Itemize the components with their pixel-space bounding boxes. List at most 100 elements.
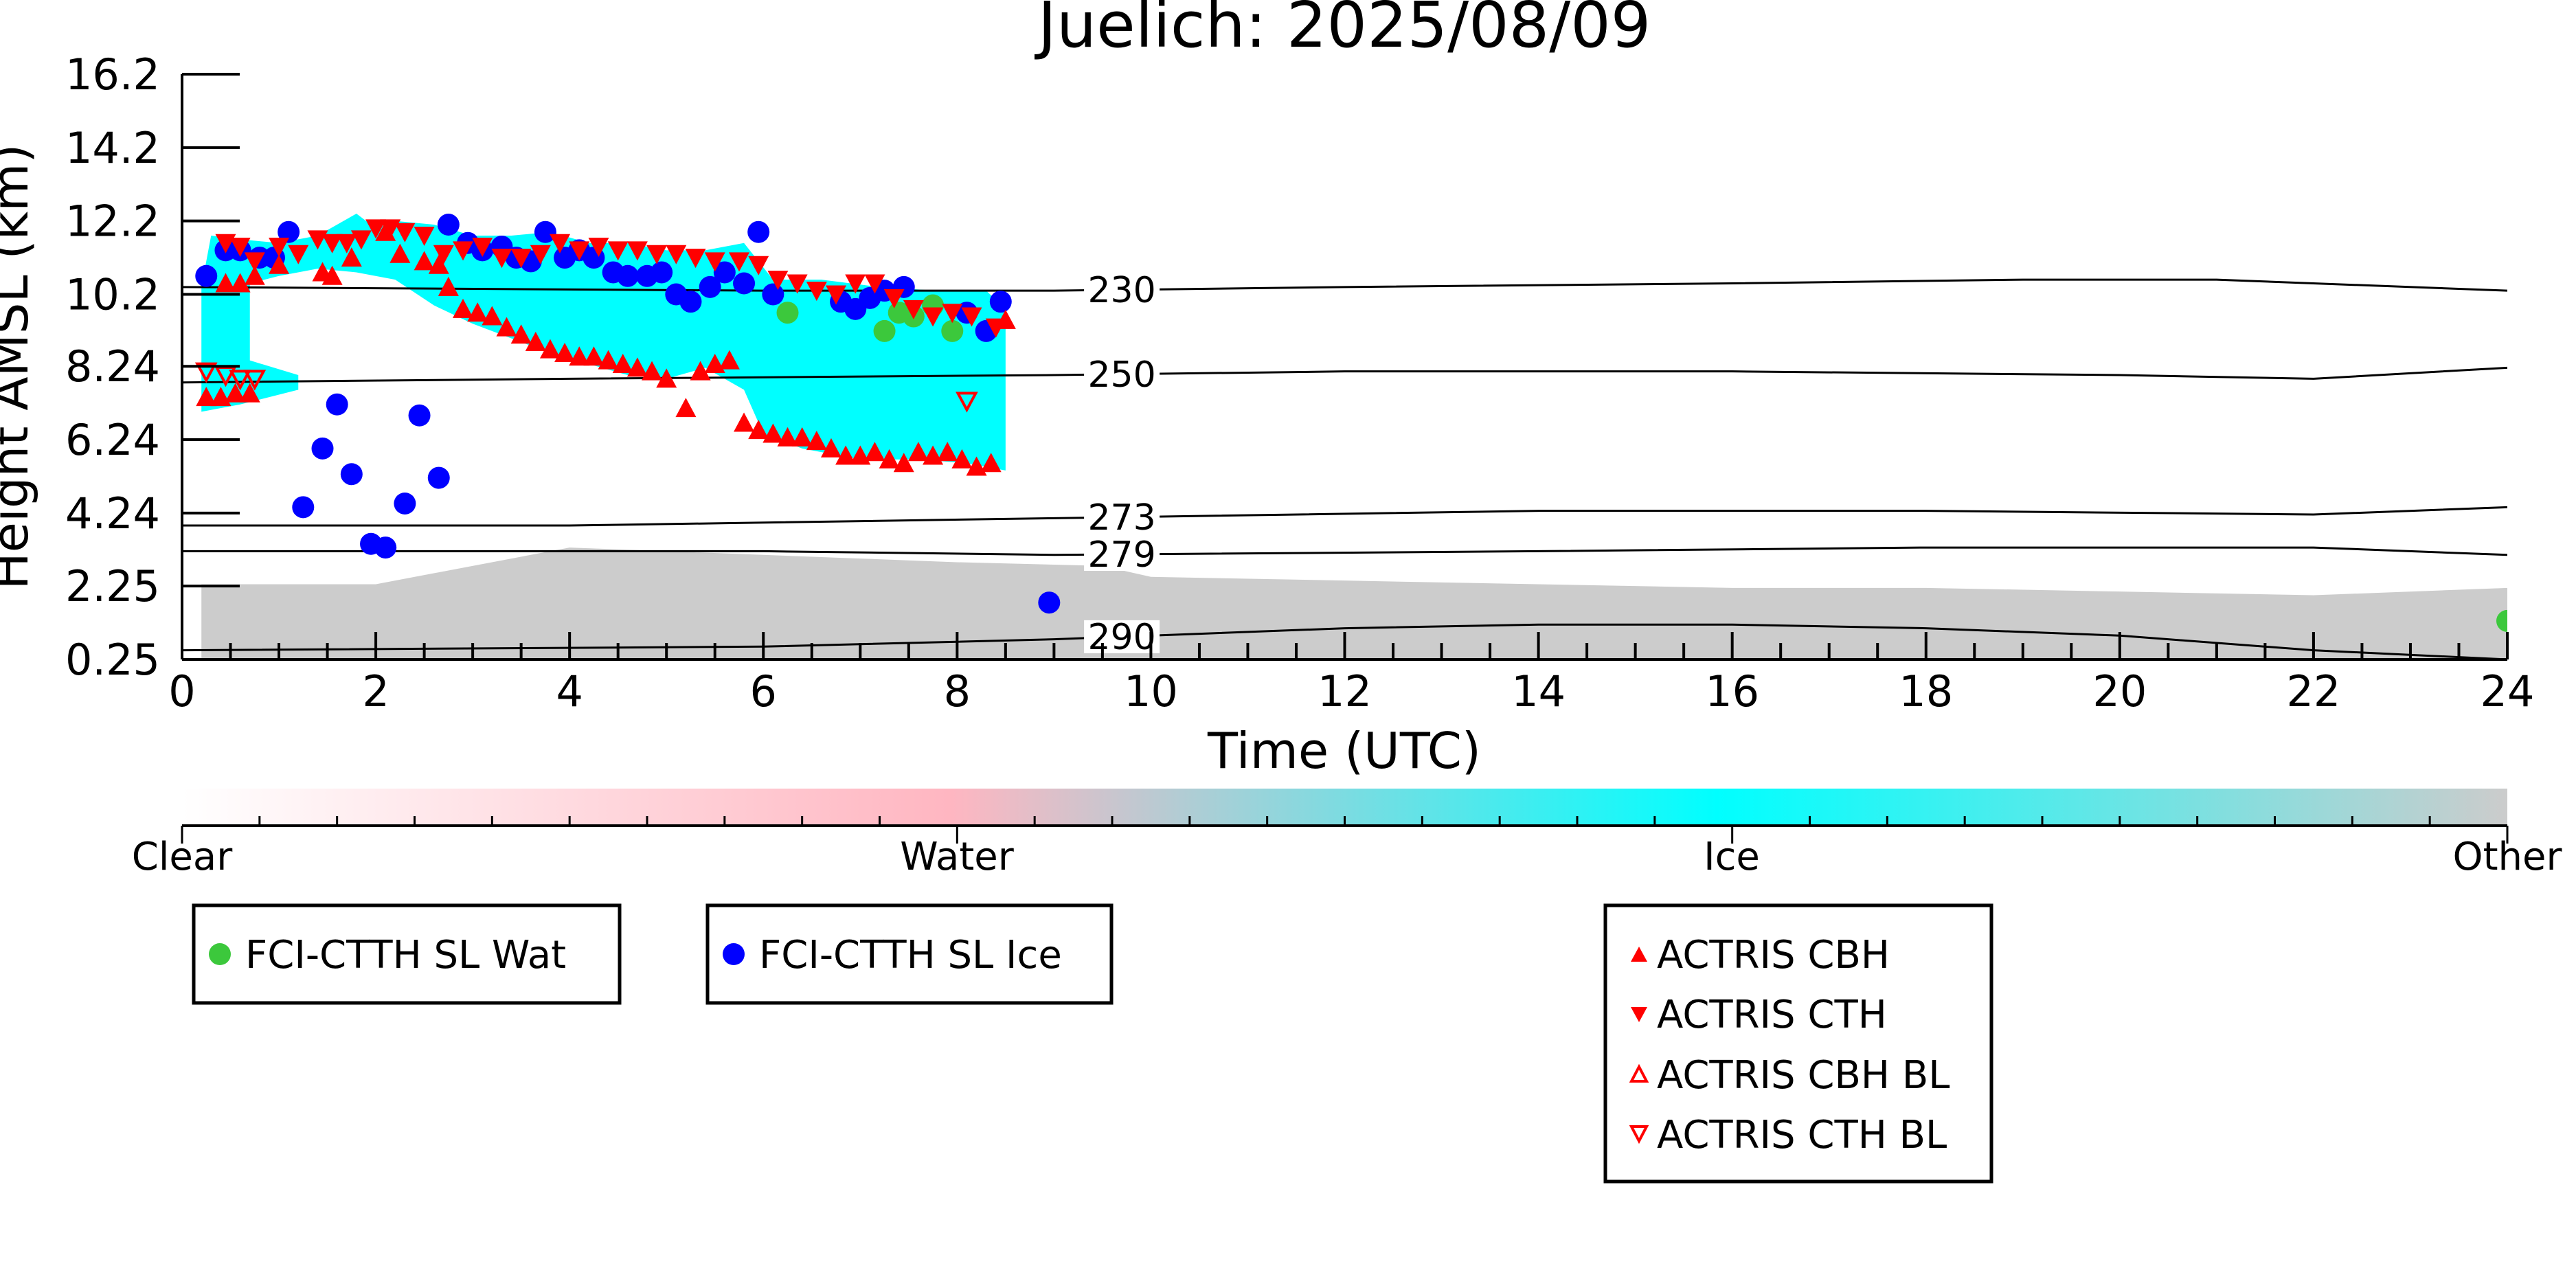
marker-actris-cbh xyxy=(748,420,769,440)
marker-actris-cbh xyxy=(389,243,411,263)
legend-marker-cth xyxy=(1631,1007,1647,1022)
contour-line-273 xyxy=(182,506,2507,527)
x-ticks: 0 2 4 6 8 10 12 14 16 18 20 22 24 xyxy=(168,632,2534,716)
marker-actris-cth xyxy=(394,223,416,242)
marker-actris-cth xyxy=(845,274,866,294)
marker-actris-cth xyxy=(787,274,808,294)
marker-actris-cth xyxy=(510,249,532,269)
marker-actris-cth xyxy=(985,318,1006,338)
marker-fci-ctth-sl-ice xyxy=(195,264,218,287)
marker-actris-cbh xyxy=(525,331,546,351)
marker-actris-cbh xyxy=(482,306,503,326)
marker-actris-cth xyxy=(646,245,668,264)
marker-actris-cbh xyxy=(777,427,798,447)
contour-label-230: 230 xyxy=(1087,270,1155,311)
legend-label-cth: ACTRIS CTH xyxy=(1657,993,1887,1037)
marker-actris-cbh xyxy=(539,339,561,359)
marker-actris-cth xyxy=(453,241,474,261)
x-tick-label: 2 xyxy=(362,666,389,716)
marker-actris-cth-bl xyxy=(194,362,218,383)
y-tick-label: 2.25 xyxy=(65,561,160,611)
marker-actris-cbh xyxy=(438,276,459,296)
marker-actris-cth xyxy=(728,252,749,272)
marker-actris-cbh xyxy=(719,350,740,370)
legend-label-fci-ice: FCI-CTTH SL Ice xyxy=(759,933,1062,978)
marker-fci-ctth-sl-wat xyxy=(2496,609,2507,632)
marker-fci-ctth-sl-ice xyxy=(699,275,721,298)
marker-actris-cth xyxy=(923,307,944,327)
legend-fci-ice: FCI-CTTH SL Ice xyxy=(705,903,1114,1005)
contour-line-250 xyxy=(182,366,2507,384)
marker-actris-cbh xyxy=(510,324,532,344)
marker-actris-cbh xyxy=(937,442,958,462)
marker-actris-cbh xyxy=(598,350,619,370)
x-tick-label: 0 xyxy=(168,666,195,716)
y-ticks: 0.25 2.25 4.24 6.24 8.24 10.2 12.2 14.2 16.2 xyxy=(65,49,240,685)
y-tick-label: 14.2 xyxy=(65,123,160,173)
marker-actris-cth xyxy=(433,245,454,264)
marker-fci-ctth-sl-ice xyxy=(326,393,348,416)
marker-fci-ctth-sl-ice xyxy=(427,466,450,489)
contour-label-250: 250 xyxy=(1087,354,1155,396)
marker-actris-cbh xyxy=(642,361,663,381)
chart-title: Juelich: 2025/08/09 xyxy=(1035,0,1651,62)
marker-actris-cbh xyxy=(907,442,929,462)
marker-fci-ctth-sl-ice xyxy=(311,437,334,460)
y-axis-title: Height AMSL (km) xyxy=(0,144,39,590)
x-tick-label: 24 xyxy=(2481,666,2535,716)
x-tick-label: 20 xyxy=(2092,666,2147,716)
marker-actris-cbh xyxy=(496,317,517,337)
marker-actris-cbh xyxy=(467,302,488,322)
marker-actris-cbh xyxy=(554,342,576,362)
x-tick-label: 18 xyxy=(1899,666,1953,716)
marker-actris-cbh xyxy=(428,254,449,274)
marker-fci-ctth-sl-wat xyxy=(941,319,964,342)
marker-actris-cth xyxy=(550,234,571,253)
y-tick-label: 6.24 xyxy=(65,415,160,465)
marker-fci-ctth-sl-ice xyxy=(292,496,315,519)
marker-actris-cbh xyxy=(675,398,697,418)
legend-marker-fci-ice xyxy=(723,943,745,965)
marker-actris-cth xyxy=(472,238,493,258)
legend-label-cbh-bl: ACTRIS CBH BL xyxy=(1657,1053,1950,1098)
y-tick-label: 12.2 xyxy=(65,196,160,247)
marker-actris-cbh xyxy=(414,251,435,271)
marker-actris-cbh xyxy=(196,387,217,407)
marker-fci-ctth-sl-ice xyxy=(713,261,736,284)
legend-marker-cbh xyxy=(1631,947,1647,962)
marker-fci-ctth-sl-ice xyxy=(437,214,460,236)
marker-actris-cbh xyxy=(453,298,474,318)
marker-actris-cbh xyxy=(835,445,857,465)
marker-actris-cbh xyxy=(239,383,260,403)
marker-actris-cth xyxy=(321,234,343,253)
marker-fci-ctth-sl-ice xyxy=(733,272,756,295)
marker-fci-ctth-sl-ice xyxy=(374,536,397,559)
marker-actris-cbh xyxy=(626,357,648,377)
marker-fci-ctth-sl-wat xyxy=(873,319,896,342)
marker-actris-cth xyxy=(607,241,629,261)
marker-actris-cth xyxy=(350,230,372,250)
marker-actris-cth xyxy=(767,271,789,291)
colorbar-label-clear: Clear xyxy=(132,835,233,879)
marker-actris-cth xyxy=(826,285,847,305)
marker-fci-ctth-sl-wat xyxy=(776,302,799,324)
contour-line-279 xyxy=(182,546,2507,556)
marker-actris-cbh xyxy=(229,273,251,293)
contour-line-290 xyxy=(182,623,2507,659)
marker-fci-ctth-sl-ice xyxy=(616,264,639,287)
marker-fci-ctth-sl-ice xyxy=(989,291,1012,313)
cloud-class-colorbar: Clear Water Ice Other xyxy=(132,789,2562,879)
marker-actris-cbh xyxy=(951,449,973,468)
marker-actris-cth-bl xyxy=(956,392,978,413)
marker-actris-cth-bl xyxy=(229,370,251,391)
data-markers xyxy=(194,214,2507,632)
legend-label-fci-wat: FCI-CTTH SL Wat xyxy=(245,933,566,978)
contour-label-bg-290 xyxy=(1084,620,1160,653)
marker-actris-cth xyxy=(806,282,827,302)
legend-marker-cth-bl xyxy=(1629,1125,1649,1144)
marker-actris-cth xyxy=(229,238,251,258)
y-tick-label: 10.2 xyxy=(65,270,160,320)
x-tick-label: 12 xyxy=(1318,666,1372,716)
marker-actris-cbh xyxy=(820,438,841,457)
x-tick-label: 22 xyxy=(2286,666,2340,716)
